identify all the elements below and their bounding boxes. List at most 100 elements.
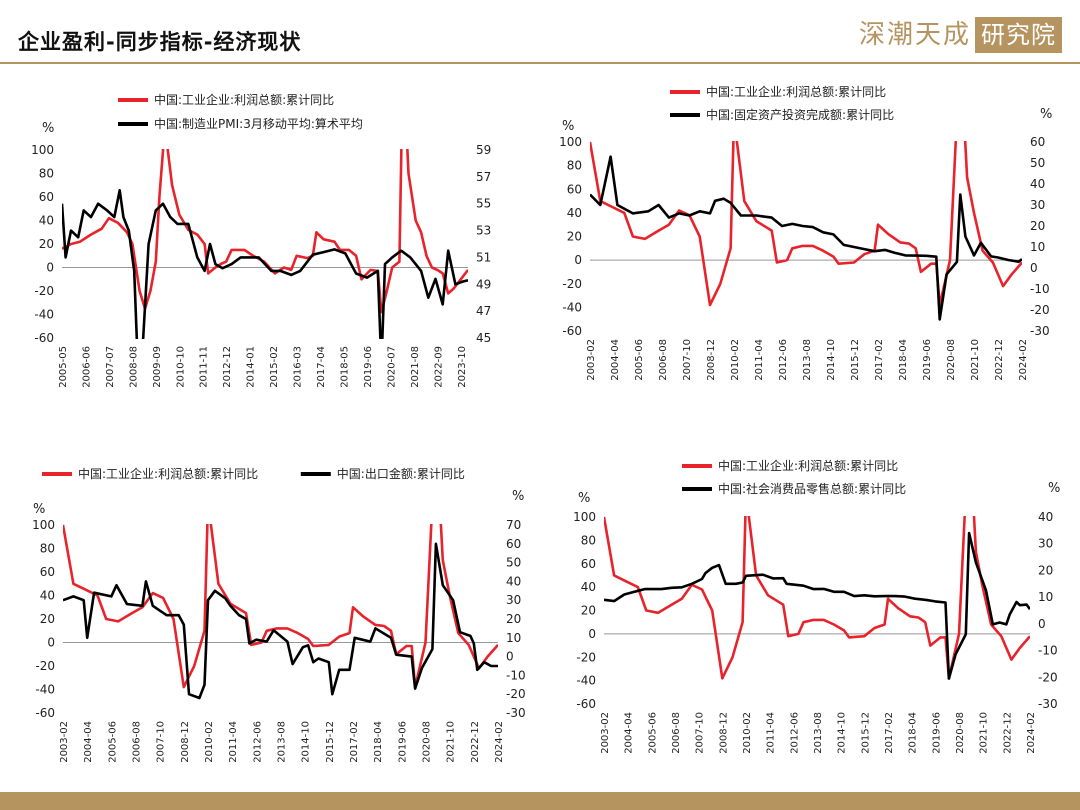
y-left-tick-label: 20 [567, 230, 582, 244]
y-left-tick-label: 0 [574, 253, 582, 267]
x-tick-label: 2016-03 [293, 346, 304, 388]
x-tick-label: 2020-07 [386, 346, 397, 388]
y-left-unit: % [578, 491, 590, 506]
y-right-tick-label: 20 [1038, 563, 1053, 577]
x-tick-label: 2010-10 [175, 346, 186, 388]
x-tick-label: 2015-12 [325, 721, 336, 763]
y-left-tick-label: 0 [47, 636, 55, 650]
footer-bar [0, 792, 1080, 810]
y-right-tick-label: 10 [1030, 240, 1045, 254]
x-tick-label: 2021-08 [410, 346, 421, 388]
x-tick-label: 2006-08 [132, 721, 143, 763]
y-right-tick-label: 47 [476, 304, 491, 318]
y-left-unit: % [562, 119, 574, 134]
y-right-tick-label: 51 [476, 250, 491, 264]
x-tick-label: 2014-10 [301, 721, 312, 763]
y-right-tick-label: 59 [476, 143, 491, 157]
y-left-tick-label: 20 [39, 237, 54, 251]
y-left-tick-label: -20 [34, 284, 54, 298]
x-tick-label: 2019-06 [397, 721, 408, 763]
x-tick-label: 2015-12 [850, 339, 861, 381]
y-right-tick-label: 10 [1038, 590, 1053, 604]
x-tick-label: 2005-06 [107, 721, 118, 763]
x-tick-label: 2018-05 [339, 346, 350, 388]
y-left-unit: % [42, 121, 54, 136]
y-right-tick-label: 40 [506, 574, 521, 588]
y-right-tick-label: 30 [1038, 537, 1053, 551]
y-left-tick-label: 40 [567, 206, 582, 220]
y-right-tick-label: 57 [476, 170, 491, 184]
y-right-tick-label: -30 [1038, 697, 1058, 711]
x-tick-label: 2022-12 [1002, 712, 1013, 754]
series-line-indicator [62, 189, 468, 339]
y-right-tick-label: -20 [1038, 670, 1058, 684]
x-tick-label: 2004-04 [624, 712, 635, 754]
x-tick-label: 2003-02 [586, 339, 597, 381]
series-line-indicator [590, 155, 1022, 321]
x-tick-label: 2012-06 [778, 339, 789, 381]
x-tick-label: 2008-08 [128, 346, 139, 388]
y-left-tick-label: -20 [562, 277, 582, 291]
y-left-tick-label: 60 [567, 182, 582, 196]
x-tick-label: 2006-08 [658, 339, 669, 381]
y-left-tick-label: 80 [40, 542, 55, 556]
y-left-tick-label: 80 [39, 167, 54, 181]
y-right-tick-label: -10 [1030, 282, 1050, 296]
x-tick-label: 2006-06 [81, 346, 92, 388]
y-left-tick-label: 40 [39, 214, 54, 228]
y-left-tick-label: -40 [576, 674, 596, 688]
y-left-tick-label: 80 [567, 159, 582, 173]
y-left-tick-label: -40 [34, 308, 54, 322]
x-tick-label: 2020-08 [955, 712, 966, 754]
y-left-tick-label: 100 [573, 510, 596, 524]
y-left-tick-label: -20 [35, 659, 55, 673]
y-left-tick-label: -40 [35, 683, 55, 697]
x-tick-label: 2017-04 [316, 346, 327, 388]
y-left-tick-label: -60 [562, 324, 582, 338]
y-right-unit: % [1048, 481, 1060, 496]
series-line-profit [604, 516, 1030, 680]
x-tick-label: 2021-10 [979, 712, 990, 754]
x-tick-label: 2012-06 [789, 712, 800, 754]
legend-label: 中国:固定资产投资完成额:累计同比 [706, 107, 894, 122]
y-left-tick-label: -60 [34, 331, 54, 345]
x-tick-label: 2017-02 [884, 712, 895, 754]
y-right-tick-label: 55 [476, 197, 491, 211]
y-right-tick-label: 30 [1030, 198, 1045, 212]
x-tick-label: 2003-02 [59, 721, 70, 763]
x-tick-label: 2019-06 [922, 339, 933, 381]
y-right-tick-label: 60 [506, 537, 521, 551]
x-tick-label: 2013-08 [277, 721, 288, 763]
x-tick-label: 2017-02 [874, 339, 885, 381]
x-tick-label: 2012-06 [252, 721, 263, 763]
x-tick-label: 2019-06 [931, 712, 942, 754]
x-tick-label: 2008-12 [718, 712, 729, 754]
y-right-tick-label: -20 [506, 687, 526, 701]
y-right-tick-label: 20 [506, 612, 521, 626]
series-line-indicator [63, 542, 498, 700]
y-left-unit: % [33, 502, 45, 517]
chart-4: 100806040200-20-40-60403020100-10-20-30%… [573, 458, 1060, 754]
x-tick-label: 2024-02 [1018, 339, 1029, 381]
y-right-tick-label: 40 [1038, 510, 1053, 524]
x-tick-label: 2023-10 [457, 346, 468, 388]
x-tick-label: 2013-08 [813, 712, 824, 754]
page-title: 企业盈利-同步指标-经济现状 [18, 30, 302, 54]
x-tick-label: 2012-12 [222, 346, 233, 388]
x-tick-label: 2009-09 [152, 346, 163, 388]
legend-label: 中国:工业企业:利润总额:累计同比 [718, 458, 898, 473]
x-tick-label: 2013-08 [802, 339, 813, 381]
legend-label: 中国:工业企业:利润总额:累计同比 [706, 84, 886, 99]
x-tick-label: 2024-02 [494, 721, 505, 763]
y-right-tick-label: 0 [1038, 617, 1046, 631]
brand-box-label: 研究院 [975, 17, 1062, 53]
y-right-tick-label: 70 [506, 518, 521, 532]
charts-canvas: 100806040200-20-40-605957555351494745%20… [31, 84, 1060, 763]
series-line-indicator [604, 531, 1030, 680]
y-right-tick-label: 53 [476, 224, 491, 238]
x-tick-label: 2015-02 [269, 346, 280, 388]
x-tick-label: 2018-04 [908, 712, 919, 754]
header-divider [0, 62, 1080, 64]
x-tick-label: 2011-04 [754, 339, 765, 381]
y-right-tick-label: 0 [506, 650, 514, 664]
